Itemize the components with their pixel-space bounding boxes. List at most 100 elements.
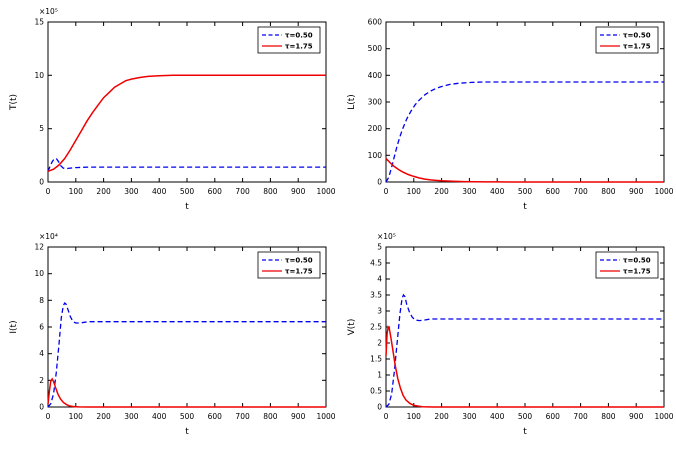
svg-text:t: t [523,202,527,212]
svg-text:0: 0 [46,187,51,196]
svg-text:300: 300 [462,187,477,196]
svg-text:300: 300 [124,187,139,196]
svg-text:0: 0 [384,187,389,196]
svg-text:×10⁵: ×10⁵ [39,7,58,16]
svg-text:200: 200 [96,412,111,421]
svg-text:900: 900 [629,187,644,196]
svg-text:600: 600 [208,412,223,421]
svg-text:0: 0 [377,402,382,411]
svg-text:τ=1.75: τ=1.75 [623,43,651,51]
svg-text:3.5: 3.5 [370,290,382,299]
svg-text:200: 200 [368,124,383,133]
svg-text:12: 12 [34,242,44,251]
svg-text:500: 500 [368,44,383,53]
chart-L: 0 100 200 300 400 500 600 700 800 900 1000 0 100 200 3… [347,18,674,213]
svg-text:4.5: 4.5 [370,258,382,267]
svg-text:3: 3 [377,306,382,315]
svg-text:800: 800 [601,187,616,196]
svg-text:500: 500 [518,412,533,421]
svg-text:800: 800 [601,412,616,421]
svg-text:1.5: 1.5 [370,354,382,363]
svg-text:200: 200 [96,187,111,196]
svg-text:100: 100 [69,187,84,196]
svg-text:V(t): V(t) [347,318,357,335]
svg-text:400: 400 [152,412,167,421]
svg-text:100: 100 [407,412,422,421]
svg-text:5: 5 [377,242,382,251]
svg-text:100: 100 [368,151,383,160]
svg-text:800: 800 [263,187,278,196]
chart-I: 0 100 200 300 400 500 600 700 800 900 1000 0 2 4 6 8 10 1… [9,232,336,437]
svg-text:1000: 1000 [654,187,673,196]
svg-text:5: 5 [39,124,44,133]
chart-V: 0 100 200 300 400 500 600 700 800 900 1000 0 0.5 1 1.5… [347,232,674,437]
svg-text:500: 500 [180,187,195,196]
svg-text:400: 400 [490,412,505,421]
svg-text:τ=1.75: τ=1.75 [285,267,313,275]
svg-text:1000: 1000 [316,412,335,421]
svg-text:τ=0.50: τ=0.50 [285,32,313,40]
svg-text:τ=1.75: τ=1.75 [623,267,651,275]
svg-text:600: 600 [208,187,223,196]
svg-text:300: 300 [124,412,139,421]
svg-text:t: t [185,202,189,212]
svg-text:6: 6 [39,322,44,331]
svg-text:0.5: 0.5 [370,386,382,395]
svg-text:700: 700 [235,187,250,196]
svg-text:t: t [185,427,189,437]
svg-text:I(t): I(t) [9,320,19,333]
subplot-L: 0 100 200 300 400 500 600 700 800 900 1000 0 100 200 3… [338,0,676,224]
svg-text:t: t [523,427,527,437]
svg-text:8: 8 [39,295,44,304]
svg-text:900: 900 [291,412,306,421]
svg-text:τ=0.50: τ=0.50 [623,32,651,40]
svg-text:15: 15 [34,18,44,27]
svg-text:300: 300 [368,98,383,107]
subplot-I: 0 100 200 300 400 500 600 700 800 900 1000 0 2 4 6 8 10 1… [0,224,338,449]
subplot-V: 0 100 200 300 400 500 600 700 800 900 1000 0 0.5 1 1.5… [338,224,676,449]
svg-text:900: 900 [629,412,644,421]
svg-text:τ=1.75: τ=1.75 [285,43,313,51]
svg-text:300: 300 [462,412,477,421]
svg-text:500: 500 [180,412,195,421]
svg-text:500: 500 [518,187,533,196]
svg-text:1: 1 [377,370,382,379]
svg-text:100: 100 [69,412,84,421]
svg-text:T(t): T(t) [9,94,19,111]
svg-text:700: 700 [573,412,588,421]
svg-text:τ=0.50: τ=0.50 [623,256,651,264]
svg-text:900: 900 [291,187,306,196]
svg-text:2: 2 [377,338,382,347]
svg-text:4: 4 [39,349,44,358]
svg-text:L(t): L(t) [347,94,357,110]
svg-text:2.5: 2.5 [370,322,382,331]
chart-T: 0 100 200 300 400 500 600 700 800 900 1000 0 5 10 15 ×1… [9,7,336,212]
svg-text:10: 10 [34,71,44,80]
svg-text:600: 600 [546,187,561,196]
svg-text:10: 10 [34,269,44,278]
svg-text:0: 0 [39,178,44,187]
svg-text:0: 0 [377,178,382,187]
subplot-T: 0 100 200 300 400 500 600 700 800 900 1000 0 5 10 15 ×1… [0,0,338,224]
svg-text:400: 400 [368,71,383,80]
svg-text:1000: 1000 [316,187,335,196]
svg-text:400: 400 [490,187,505,196]
svg-text:0: 0 [39,402,44,411]
svg-text:100: 100 [407,187,422,196]
svg-text:4: 4 [377,274,382,283]
svg-text:τ=0.50: τ=0.50 [285,256,313,264]
svg-text:400: 400 [152,187,167,196]
svg-text:0: 0 [46,412,51,421]
svg-text:800: 800 [263,412,278,421]
svg-text:700: 700 [235,412,250,421]
svg-text:1000: 1000 [654,412,673,421]
svg-text:700: 700 [573,187,588,196]
svg-text:0: 0 [384,412,389,421]
svg-text:×10⁴: ×10⁴ [39,232,58,241]
svg-text:200: 200 [434,187,449,196]
svg-text:2: 2 [39,375,44,384]
svg-text:×10⁵: ×10⁵ [377,232,396,241]
svg-text:600: 600 [546,412,561,421]
svg-text:600: 600 [368,18,383,27]
